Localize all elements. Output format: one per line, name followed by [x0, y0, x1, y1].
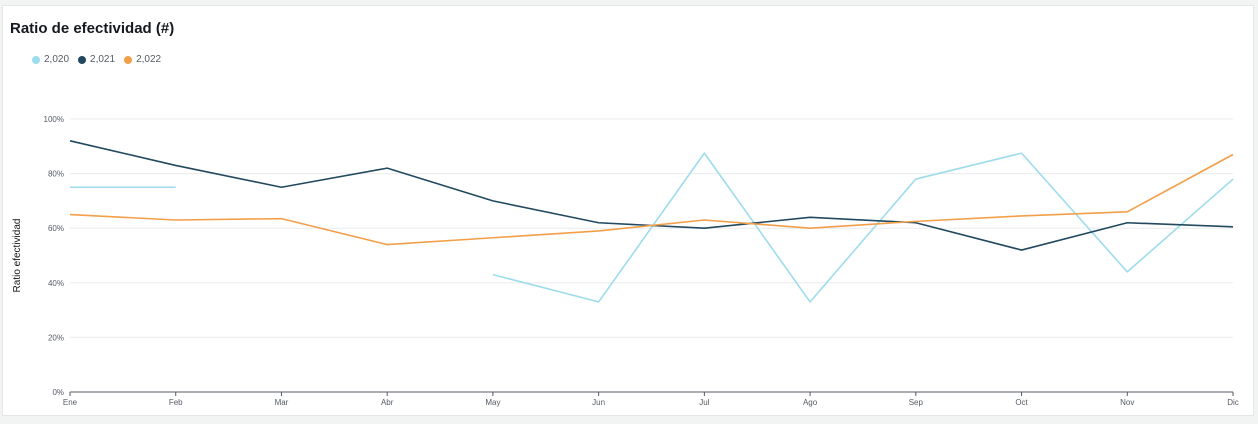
- y-axis-title: Ratio efectividad: [12, 219, 23, 293]
- x-tick-label: Ene: [63, 398, 78, 407]
- legend-label: 2,022: [136, 54, 162, 65]
- x-tick-label: Oct: [1015, 398, 1028, 407]
- legend-label: 2,020: [44, 54, 70, 65]
- x-tick-label: Dic: [1227, 398, 1239, 407]
- legend-dot-icon: [124, 55, 133, 64]
- x-tick-label: Jun: [592, 398, 605, 407]
- x-tick-label: Feb: [169, 398, 183, 407]
- x-tick-label: Nov: [1120, 398, 1134, 407]
- chart-title: Ratio de efectividad (#): [10, 20, 175, 37]
- legend-dot-icon: [78, 55, 87, 64]
- legend-dot-icon: [32, 55, 40, 64]
- y-tick-label: 20%: [48, 333, 64, 342]
- series-line-2022: [69, 153, 1234, 246]
- chart-card: Ratio de efectividad (#) 2,020 2,021 2,0…: [2, 5, 1254, 416]
- legend-item-2022[interactable]: 2,022: [124, 54, 161, 65]
- x-tick-label: Abr: [381, 398, 394, 407]
- y-tick-label: 0%: [52, 388, 64, 397]
- x-tick-label: Sep: [909, 398, 924, 407]
- y-tick-label: 60%: [48, 224, 64, 233]
- y-tick-label: 40%: [48, 279, 64, 288]
- y-tick-label: 100%: [44, 115, 64, 124]
- chart-legend: 2,020 2,021 2,022: [32, 54, 170, 65]
- x-tick-label: May: [485, 398, 500, 407]
- x-tick-label: Jul: [699, 398, 709, 407]
- y-tick-label: 80%: [48, 170, 64, 179]
- legend-item-2020[interactable]: 2,020: [32, 54, 69, 65]
- x-tick-label: Mar: [275, 398, 289, 407]
- legend-label: 2,021: [90, 54, 116, 65]
- legend-item-2021[interactable]: 2,021: [78, 54, 115, 65]
- x-tick-label: Ago: [803, 398, 818, 407]
- series-line-2020: [492, 152, 1234, 303]
